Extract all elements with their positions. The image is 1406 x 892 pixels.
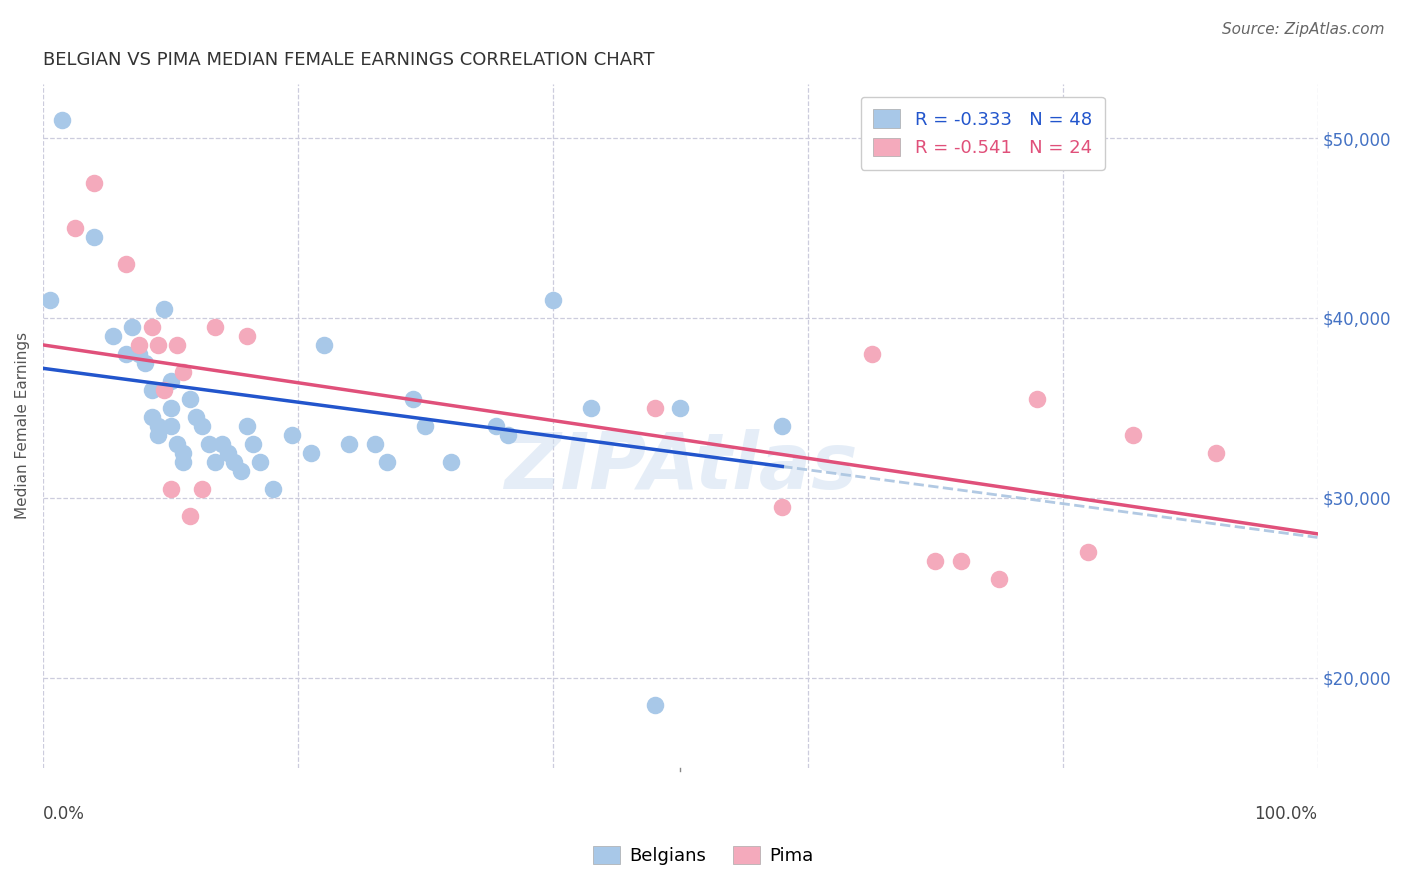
Point: [146, 428, 169, 442]
Point: [191, 418, 214, 433]
Point: [166, 338, 188, 352]
Legend: R = -0.333   N = 48, R = -0.541   N = 24: R = -0.333 N = 48, R = -0.541 N = 24: [860, 96, 1105, 169]
Point: [211, 437, 233, 451]
Point: [146, 338, 169, 352]
Point: [236, 418, 259, 433]
Point: [1205, 446, 1227, 460]
Point: [204, 320, 226, 334]
Point: [770, 500, 793, 514]
Point: [51, 113, 73, 128]
Point: [179, 392, 201, 406]
Point: [440, 455, 463, 469]
Point: [280, 428, 302, 442]
Point: [121, 320, 143, 334]
Point: [644, 401, 666, 415]
Point: [949, 554, 972, 568]
Point: [262, 482, 284, 496]
Point: [204, 455, 226, 469]
Point: [134, 356, 156, 370]
Point: [579, 401, 602, 415]
Point: [236, 329, 259, 343]
Point: [191, 482, 214, 496]
Point: [337, 437, 360, 451]
Point: [153, 301, 176, 316]
Text: 0.0%: 0.0%: [44, 805, 86, 823]
Point: [115, 257, 138, 271]
Point: [153, 383, 176, 397]
Point: [217, 446, 239, 460]
Point: [159, 418, 181, 433]
Point: [172, 365, 194, 379]
Point: [224, 455, 246, 469]
Point: [172, 455, 194, 469]
Legend: Belgians, Pima: Belgians, Pima: [585, 838, 821, 872]
Point: [242, 437, 264, 451]
Point: [669, 401, 692, 415]
Point: [166, 437, 188, 451]
Point: [172, 446, 194, 460]
Point: [987, 572, 1010, 586]
Point: [402, 392, 425, 406]
Text: BELGIAN VS PIMA MEDIAN FEMALE EARNINGS CORRELATION CHART: BELGIAN VS PIMA MEDIAN FEMALE EARNINGS C…: [44, 51, 655, 69]
Point: [1122, 428, 1144, 442]
Point: [484, 418, 506, 433]
Text: Source: ZipAtlas.com: Source: ZipAtlas.com: [1222, 22, 1385, 37]
Point: [103, 329, 125, 343]
Point: [141, 383, 163, 397]
Point: [860, 347, 883, 361]
Text: ZIPAtlas: ZIPAtlas: [503, 429, 858, 505]
Point: [83, 176, 105, 190]
Point: [179, 508, 201, 523]
Point: [141, 320, 163, 334]
Point: [146, 418, 169, 433]
Point: [141, 409, 163, 424]
Point: [541, 293, 564, 307]
Point: [498, 428, 520, 442]
Point: [115, 347, 138, 361]
Point: [299, 446, 322, 460]
Point: [229, 464, 252, 478]
Point: [159, 482, 181, 496]
Point: [375, 455, 398, 469]
Point: [363, 437, 385, 451]
Point: [249, 455, 271, 469]
Point: [83, 230, 105, 244]
Point: [38, 293, 60, 307]
Point: [159, 374, 181, 388]
Point: [312, 338, 335, 352]
Y-axis label: Median Female Earnings: Median Female Earnings: [15, 333, 30, 519]
Point: [1077, 545, 1099, 559]
Text: 100.0%: 100.0%: [1254, 805, 1317, 823]
Point: [63, 221, 86, 235]
Point: [644, 698, 666, 712]
Point: [770, 418, 793, 433]
Point: [1026, 392, 1049, 406]
Point: [128, 338, 150, 352]
Point: [415, 418, 437, 433]
Point: [198, 437, 221, 451]
Point: [128, 347, 150, 361]
Point: [924, 554, 946, 568]
Point: [184, 409, 207, 424]
Point: [159, 401, 181, 415]
